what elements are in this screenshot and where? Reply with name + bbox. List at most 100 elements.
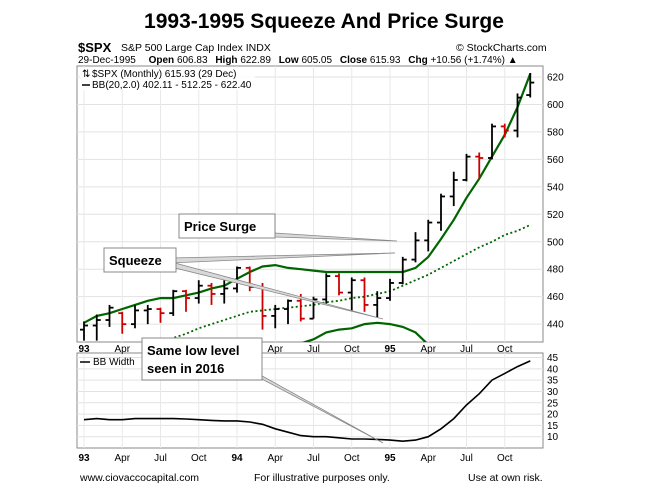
price-panel-frame <box>76 65 544 343</box>
legend-bbw: BB Width <box>93 357 135 368</box>
bollinger-bands <box>83 73 532 342</box>
price-y-tick-label: 460 <box>547 292 564 303</box>
low-level-box <box>141 337 263 381</box>
price-y-tick-label: 560 <box>547 155 564 166</box>
price-x-tick-label: 93 <box>78 344 90 355</box>
ohlc-bar <box>80 321 88 341</box>
bbw-x-tick-label: Apr <box>420 453 436 464</box>
price-y-tick-label: 620 <box>547 72 564 83</box>
ohlc-bar <box>360 277 369 312</box>
ohlc-bar <box>513 93 522 138</box>
low-value: 605.05 <box>301 55 333 66</box>
price-x-tick-label: Apr <box>114 344 130 355</box>
ohlc-bar <box>284 299 292 325</box>
ohlc-bar <box>322 273 331 304</box>
price-x-tick-label: Jul <box>307 344 320 355</box>
ohlc-bar <box>194 280 203 304</box>
close-label: Close <box>339 55 368 66</box>
price-surge-label: Price Surge <box>184 219 256 234</box>
source-label: © StockCharts.com <box>456 42 547 54</box>
bbw-x-tick-label: Jul <box>460 453 473 464</box>
ohlc-bar <box>271 304 280 329</box>
ohlc-bar <box>526 73 535 98</box>
bbw-y-tick-label: 10 <box>547 432 559 443</box>
bbw-line-layer <box>83 360 531 443</box>
ohlc-bar <box>386 278 394 301</box>
bb-lower-band <box>301 321 428 342</box>
high-label: High <box>215 55 238 66</box>
ohlc-bar <box>92 314 101 341</box>
legend-swap-icon: ⇅ <box>82 69 90 80</box>
bbw-x-tick-label: Apr <box>267 453 283 464</box>
bbw-x-tick-label: 93 <box>78 453 90 464</box>
ohlc-bar <box>488 123 496 160</box>
quote-date: 29-Dec-1995 <box>78 55 136 66</box>
squeeze-label: Squeeze <box>109 253 162 268</box>
bbw-x-tick-label: Jul <box>154 453 167 464</box>
ohlc-bar <box>462 153 471 182</box>
low-level-line-2: seen in 2016 <box>147 361 224 376</box>
squeeze-box <box>103 247 177 273</box>
price-y-tick-label: 440 <box>547 320 564 331</box>
bbw-y-tick-label: 15 <box>547 421 559 432</box>
price-y-tick-label: 600 <box>547 100 564 111</box>
ohlc-bar <box>220 280 229 304</box>
bb-upper-band <box>83 73 532 324</box>
squeeze-callout: Squeeze <box>103 247 177 273</box>
open-value: 606.83 <box>176 55 208 66</box>
ohlc-bar <box>182 289 190 312</box>
symbol-label: $SPX <box>78 40 112 55</box>
footer-disclaimer: For illustrative purposes only. <box>254 472 390 484</box>
bbw-x-tick-label: Oct <box>191 453 207 464</box>
bbw-y-tick-label: 25 <box>547 398 559 409</box>
bbw-x-tick-label: Jul <box>307 453 320 464</box>
bbw-x-tick-label: 94 <box>231 453 243 464</box>
bbw-x-tick-label: 95 <box>384 453 396 464</box>
price-y-tick-label: 520 <box>547 210 564 221</box>
high-value: 622.89 <box>240 55 271 66</box>
ohlc-bar <box>475 152 484 179</box>
bbw-y-tick-label: 35 <box>547 376 559 387</box>
bbw-x-tick-label: Apr <box>114 453 130 464</box>
ohlc-bar <box>347 277 356 311</box>
ohlc-bar <box>373 291 382 318</box>
low-level-line-1: Same low level <box>147 343 240 358</box>
ohlc-bar <box>169 289 178 316</box>
ohlc-bar <box>437 193 445 231</box>
footer-risk: Use at own risk. <box>468 472 543 484</box>
ohlc-bar <box>335 273 343 296</box>
price-x-tick-label: Apr <box>420 344 436 355</box>
ohlc-bar <box>398 256 407 285</box>
bbw-line <box>83 360 531 443</box>
open-label: Open <box>148 55 175 66</box>
up-triangle-icon: ▲ <box>507 55 518 66</box>
footer-website: www.ciovaccocapital.com <box>80 472 200 484</box>
price-y-tick-label: 540 <box>547 182 564 193</box>
price-surge-callout: Price Surge <box>178 213 276 239</box>
axis-labels: 440 460 480 500 520 540 560 580 600 620 1015202530… <box>78 72 564 464</box>
chg-value: +10.56 (+1.74%) <box>430 55 505 66</box>
legend-price: $SPX (Monthly) 615.93 (29 Dec) <box>92 69 237 80</box>
price-x-tick-label: Oct <box>497 344 513 355</box>
ohlc-bar <box>411 232 420 263</box>
ohlc-bar <box>500 123 509 138</box>
index-name: S&P 500 Large Cap Index INDX <box>121 42 271 54</box>
price-x-tick-label: Apr <box>267 344 283 355</box>
price-y-tick-label: 480 <box>547 265 564 276</box>
ohlc-bar <box>143 304 152 325</box>
bbw-x-tick-label: Oct <box>344 453 360 464</box>
price-y-tick-label: 500 <box>547 237 564 248</box>
quote-line: 29-Dec-1995 Open 606.83 High 622.89 Low … <box>78 55 518 66</box>
page-title: 1993-1995 Squeeze And Price Surge <box>144 10 504 33</box>
price-x-tick-label: Oct <box>344 344 360 355</box>
bbw-y-tick-label: 40 <box>547 364 559 375</box>
ohlc-bar <box>449 171 458 207</box>
legend-background <box>80 68 255 90</box>
close-value: 615.93 <box>369 55 401 66</box>
bbw-legend: BB Width <box>80 357 135 368</box>
low-level-callout: Same low level seen in 2016 <box>141 337 263 381</box>
bbw-y-tick-label: 30 <box>547 387 559 398</box>
price-bars <box>80 73 535 341</box>
ohlc-bar <box>105 304 114 327</box>
bbw-x-tick-label: Oct <box>497 453 513 464</box>
